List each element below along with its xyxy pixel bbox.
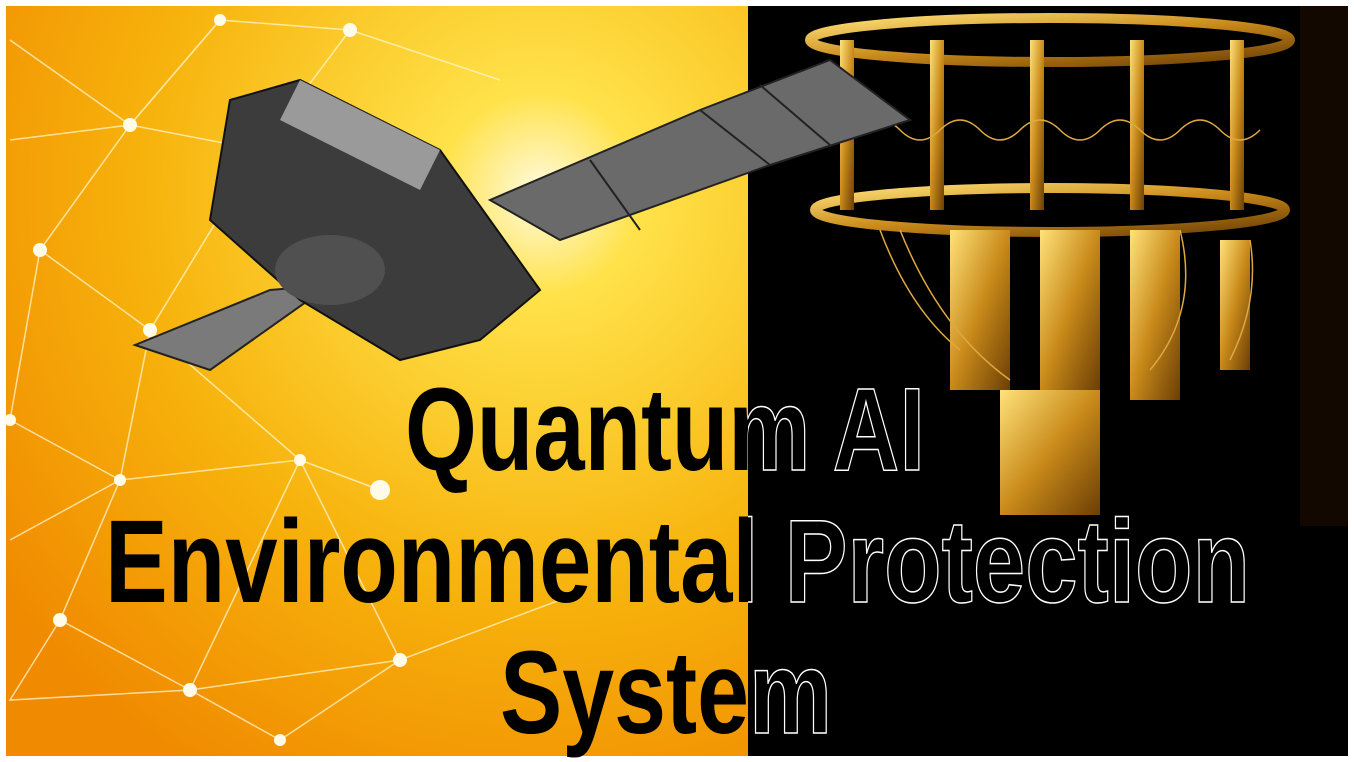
page: Quantum AI Environmental Protection Syst… bbox=[0, 0, 1354, 762]
poster: Quantum AI Environmental Protection Syst… bbox=[0, 0, 1354, 762]
